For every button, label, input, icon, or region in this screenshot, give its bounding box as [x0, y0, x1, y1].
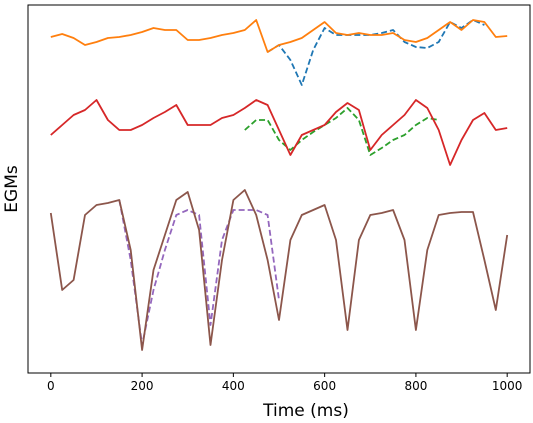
series-line	[50, 99, 508, 166]
plot-frame	[27, 4, 531, 374]
x-tick-label: 400	[222, 379, 245, 393]
x-tick-label: 200	[131, 379, 154, 393]
series-line	[118, 199, 280, 346]
x-tick-label: 1000	[492, 379, 523, 393]
series-line	[244, 107, 439, 156]
series-line	[267, 19, 485, 86]
x-tick-label: 0	[47, 379, 55, 393]
x-tick-label: 800	[404, 379, 427, 393]
series-line	[49, 189, 509, 351]
x-tick-label: 600	[313, 379, 336, 393]
y-axis-label: EGMs	[2, 165, 22, 213]
series-line	[50, 19, 508, 53]
x-axis-label: Time (ms)	[262, 401, 349, 421]
